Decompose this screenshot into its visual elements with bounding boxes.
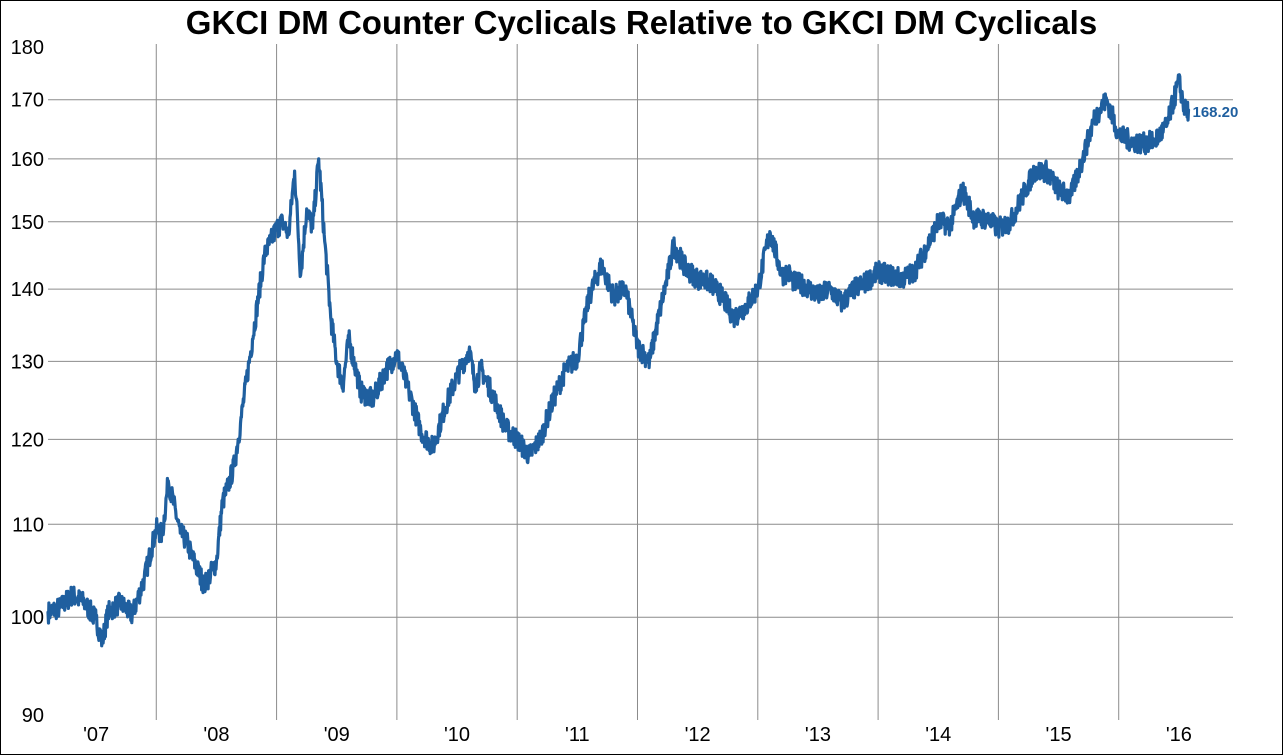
x-tick-label: '09: [324, 724, 350, 746]
y-tick-label: 130: [11, 351, 44, 373]
grid-lines: [48, 44, 1233, 720]
x-tick-label: '13: [805, 724, 831, 746]
y-tick-label: 160: [11, 149, 44, 171]
x-tick-label: '15: [1046, 724, 1072, 746]
y-tick-label: 90: [22, 705, 44, 727]
y-tick-label: 140: [11, 279, 44, 301]
y-tick-label: 110: [12, 514, 44, 536]
y-tick-labels: 90 100 110 120 130 140 150 160 170 180: [11, 37, 44, 727]
chart-title: GKCI DM Counter Cyclicals Relative to GK…: [185, 4, 1098, 41]
x-tick-label: '10: [444, 724, 470, 746]
x-tick-label: '11: [565, 724, 590, 746]
x-tick-label: '16: [1166, 724, 1192, 746]
y-tick-label: 120: [11, 429, 44, 451]
x-tick-label: '14: [925, 724, 951, 746]
y-tick-label: 150: [11, 212, 44, 234]
end-value-label: 168.20: [1192, 104, 1238, 121]
y-tick-label: 180: [11, 37, 44, 59]
series-line: [46, 73, 1191, 648]
x-tick-label: '07: [83, 724, 109, 746]
y-tick-label: 170: [11, 90, 44, 112]
x-tick-label: '12: [685, 724, 711, 746]
y-tick-label: 100: [11, 607, 44, 629]
x-tick-label: '08: [203, 724, 229, 746]
x-tick-labels: '07 '08 '09 '10 '11 '12 '13 '14 '15 '16: [83, 724, 1192, 746]
